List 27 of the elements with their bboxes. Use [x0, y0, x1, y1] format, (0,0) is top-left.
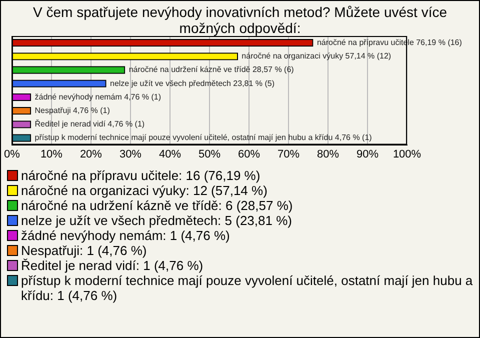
legend-label: náročné na udržení kázně ve třídě: 6 (28,57 %)	[21, 198, 293, 213]
data-label: náročné na organizaci výuky 57,14 % (12)	[242, 52, 392, 61]
x-tick-label: 10%	[40, 148, 63, 160]
data-label: nelze je užít ve všech předmětech 23,81 % (5)	[110, 78, 275, 88]
data-label: přístup k moderní technice mají pouze vyvolení učitelé, ostatní mají jen hubu a křídu 4,76 % (1)	[34, 133, 372, 142]
x-tick-label: 80%	[316, 148, 340, 160]
data-label: náročné na udržení kázně ve třídě 28,57 % (6)	[128, 65, 294, 74]
legend-label: náročné na přípravu učitele: 16 (76,19 %)	[21, 168, 260, 183]
legend-label: přístup k moderní technice mají pouze vyvolení učitelé, ostatní mají jen hubu a křídu: 1 (4,76 %)	[21, 273, 473, 303]
x-tick-label: 60%	[238, 148, 260, 160]
x-tick-label: 0%	[4, 148, 20, 160]
legend-label: žádné nevýhody nemám: 1 (4,76 %)	[21, 228, 230, 243]
legend-label: Nespatřuji: 1 (4,76 %)	[21, 243, 147, 258]
x-tick-label: 50%	[198, 148, 221, 160]
data-label: Nespatřuji 4,76 % (1)	[34, 106, 110, 116]
legend-label: náročné na organizaci výuky: 12 (57,14 %)	[21, 183, 268, 198]
x-tick-label: 100%	[392, 148, 422, 160]
chart-title: V čem spatřujete nevýhody inovativních metod? Můžete uvést více možných odpovědí:	[32, 3, 448, 36]
data-label: žádné nevýhody nemám 4,76 % (1)	[34, 92, 162, 102]
legend-label: nelze je užít ve všech předmětech: 5 (23,81 %)	[21, 213, 292, 228]
x-tick-label: 70%	[277, 148, 300, 160]
legend-label: Ředitel je nerad vidí: 1 (4,76 %)	[21, 258, 204, 273]
x-tick-label: 20%	[80, 148, 102, 160]
data-label: Ředitel je nerad vidí 4,76 % (1)	[34, 120, 145, 129]
x-tick-label: 40%	[158, 148, 182, 160]
x-tick-label: 30%	[119, 148, 142, 160]
x-tick-label: 90%	[356, 148, 379, 160]
